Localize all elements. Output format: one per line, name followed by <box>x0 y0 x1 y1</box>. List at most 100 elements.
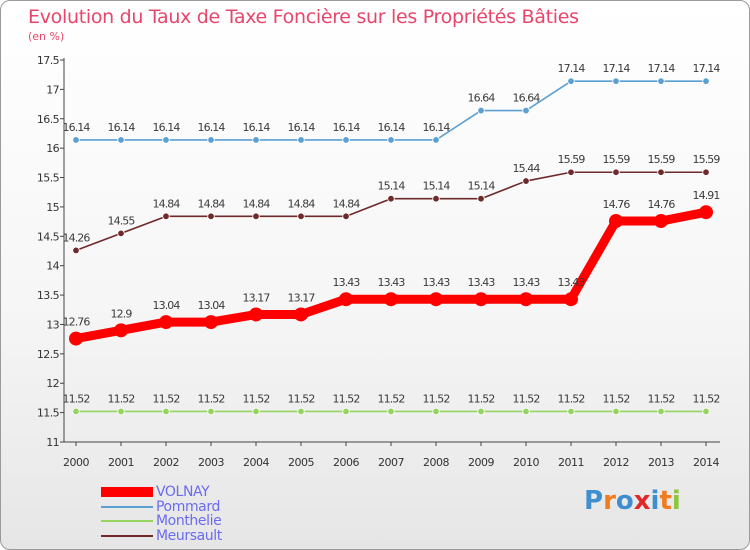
data-point-volnay <box>294 307 308 322</box>
data-label-meursault: 15.59 <box>558 153 586 166</box>
data-label-monthelie: 11.52 <box>603 392 630 405</box>
data-label-volnay: 14.76 <box>648 198 676 211</box>
series-meursault <box>72 168 710 255</box>
x-tick-label: 2002 <box>153 456 179 469</box>
data-point-monthelie <box>72 407 80 416</box>
data-point-monthelie <box>297 407 305 416</box>
y-tick-label: 17.5 <box>37 54 60 67</box>
data-point-monthelie <box>477 407 485 416</box>
x-tick-label: 2011 <box>558 456 584 469</box>
data-label-volnay: 14.76 <box>603 198 631 211</box>
series-pommard <box>72 77 710 144</box>
data-label-volnay: 12.76 <box>63 316 91 329</box>
legend-swatch <box>101 534 153 537</box>
data-point-meursault <box>522 177 530 185</box>
y-tick-label: 14.5 <box>37 230 60 243</box>
data-label-pommard: 16.14 <box>333 121 361 134</box>
data-point-monthelie <box>567 407 575 416</box>
data-label-volnay: 13.17 <box>243 291 271 304</box>
data-point-volnay <box>204 315 218 330</box>
data-label-monthelie: 11.52 <box>513 392 540 405</box>
data-label-meursault: 14.26 <box>63 231 91 244</box>
data-label-monthelie: 11.52 <box>648 392 675 405</box>
data-label-volnay: 13.43 <box>513 276 541 289</box>
y-axis-unit: (en %) <box>28 30 65 43</box>
data-point-volnay <box>69 331 83 346</box>
data-point-volnay <box>429 292 443 307</box>
data-point-volnay <box>519 292 533 307</box>
data-label-monthelie: 11.52 <box>423 392 450 405</box>
data-label-volnay: 13.04 <box>153 299 181 312</box>
data-label-volnay: 13.43 <box>558 276 586 289</box>
data-label-meursault: 15.14 <box>468 180 496 193</box>
data-label-pommard: 16.14 <box>63 121 91 134</box>
data-label-monthelie: 11.52 <box>108 392 135 405</box>
data-point-volnay <box>339 292 353 307</box>
data-point-meursault <box>207 212 215 221</box>
data-label-pommard: 16.64 <box>468 92 496 105</box>
data-label-pommard: 16.64 <box>513 92 541 105</box>
data-point-monthelie <box>702 407 710 416</box>
x-tick-label: 2014 <box>693 456 719 469</box>
y-tick-label: 11.5 <box>37 407 60 420</box>
data-point-meursault <box>567 168 575 176</box>
data-point-pommard <box>657 77 665 85</box>
legend-label: VOLNAY <box>156 484 210 500</box>
data-point-pommard <box>432 136 440 144</box>
data-point-meursault <box>162 212 170 221</box>
data-label-meursault: 15.14 <box>378 180 406 193</box>
data-label-pommard: 17.14 <box>558 62 586 75</box>
x-tick-label: 2003 <box>198 456 224 469</box>
data-label-meursault: 14.84 <box>243 197 271 210</box>
logo-letter: x <box>633 486 651 516</box>
y-tick-label: 16.5 <box>37 113 60 126</box>
proxiti-logo: Proxiti <box>584 486 681 516</box>
data-label-monthelie: 11.52 <box>693 392 720 405</box>
data-label-pommard: 16.14 <box>378 121 406 134</box>
data-label-meursault: 14.84 <box>333 197 361 210</box>
data-label-pommard: 16.14 <box>153 121 181 134</box>
logo-letter: r <box>603 486 616 516</box>
legend-swatch <box>101 505 153 508</box>
data-label-monthelie: 11.52 <box>288 392 315 405</box>
y-tick-label: 17 <box>46 83 59 96</box>
x-tick-label: 2004 <box>243 456 269 469</box>
axes: 11 11.5 12 12.5 13 13.5 14 14.5 15 15.5 16 16.5 17 17… <box>37 54 720 469</box>
data-point-monthelie <box>612 407 620 416</box>
x-tick-label: 2008 <box>423 456 449 469</box>
x-tick-label: 2013 <box>648 456 674 469</box>
data-label-meursault: 15.59 <box>693 153 721 166</box>
data-point-pommard <box>297 136 305 144</box>
data-point-pommard <box>477 106 485 115</box>
data-point-meursault <box>657 168 665 176</box>
x-tick-label: 2007 <box>378 456 404 469</box>
data-label-meursault: 15.14 <box>423 180 451 193</box>
series-layer <box>69 77 713 416</box>
y-tick-label: 11 <box>46 436 59 449</box>
data-label-meursault: 14.55 <box>108 214 136 227</box>
data-point-pommard <box>522 106 530 115</box>
logo-letter: i <box>671 486 681 516</box>
data-label-pommard: 16.14 <box>243 121 271 134</box>
x-tick-label: 2006 <box>333 456 359 469</box>
data-point-volnay <box>699 205 713 220</box>
legend-label: Meursault <box>156 527 222 544</box>
data-point-monthelie <box>657 407 665 416</box>
data-point-monthelie <box>252 407 260 416</box>
data-labels-layer: 16.14 16.14 16.14 16.14 16.14 16.14 16.14 16.14… <box>63 62 722 405</box>
data-label-monthelie: 11.52 <box>468 392 495 405</box>
data-label-meursault: 15.44 <box>513 162 541 175</box>
y-tick-label: 13.5 <box>37 289 60 302</box>
data-point-volnay <box>474 292 488 307</box>
data-point-pommard <box>567 77 575 85</box>
series-monthelie <box>72 407 710 416</box>
data-label-meursault: 14.84 <box>288 197 316 210</box>
data-label-volnay: 13.17 <box>288 291 316 304</box>
y-tick-label: 15 <box>46 201 59 214</box>
data-point-volnay <box>609 214 623 229</box>
x-tick-label: 2000 <box>63 456 89 469</box>
data-point-monthelie <box>387 407 395 416</box>
x-tick-label: 2012 <box>603 456 629 469</box>
